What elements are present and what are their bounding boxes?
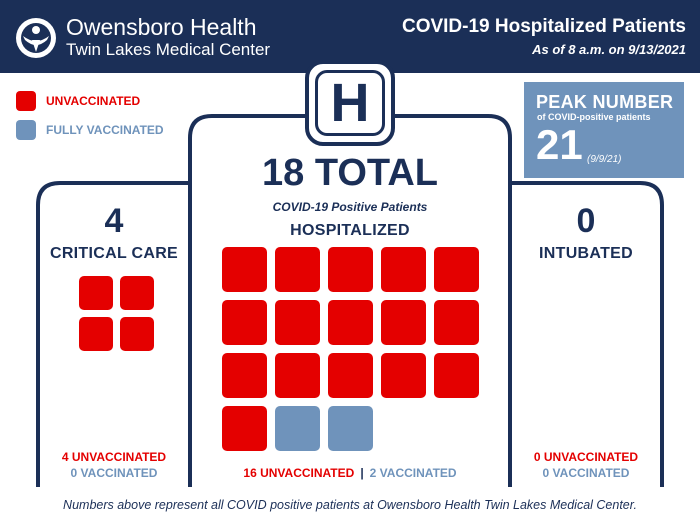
patient-square-unvaccinated: [222, 406, 267, 451]
patient-square-unvaccinated: [328, 247, 373, 292]
patient-square-unvaccinated: [120, 276, 154, 310]
owensboro-health-logo-icon: [16, 18, 56, 58]
hospital-badge: H: [305, 60, 395, 146]
patient-square-unvaccinated: [434, 247, 479, 292]
intubated-unvaccinated: 0 UNVACCINATED: [533, 450, 639, 464]
patient-square-unvaccinated: [275, 247, 320, 292]
patient-square-unvaccinated: [275, 300, 320, 345]
hospitalized-vaccinated: 2 VACCINATED: [369, 466, 457, 480]
peak-title: PEAK NUMBER: [536, 92, 674, 112]
critical-care-vaccinated: 0 VACCINATED: [70, 466, 158, 480]
hospitalized-stats: 16 UNVACCINATED | 2 VACCINATED: [190, 464, 510, 482]
stats-separator: |: [360, 466, 364, 480]
hospitalized-total: 18 TOTAL: [262, 152, 438, 194]
peak-date: (9/9/21): [587, 154, 622, 165]
patient-square-unvaccinated: [381, 300, 426, 345]
patient-square-vaccinated: [275, 406, 320, 451]
peak-value: 21: [536, 121, 583, 168]
patient-square-unvaccinated: [275, 353, 320, 398]
patient-square-unvaccinated: [328, 300, 373, 345]
intubated-label: INTUBATED: [539, 245, 633, 262]
patient-square-unvaccinated: [328, 353, 373, 398]
hospitalized-label: HOSPITALIZED: [290, 222, 410, 239]
brand-name: Owensboro Health: [66, 14, 257, 40]
brand-subtitle: Twin Lakes Medical Center: [66, 40, 271, 59]
legend-swatch-vaccinated: [16, 120, 36, 140]
header-bar: Owensboro Health Twin Lakes Medical Cent…: [0, 0, 700, 73]
intubated-vaccinated: 0 VACCINATED: [542, 466, 630, 480]
hospitalized-subtitle: COVID-19 Positive Patients: [272, 200, 428, 214]
hospital-h-icon: H: [315, 70, 385, 136]
patient-square-unvaccinated: [434, 353, 479, 398]
patient-square-unvaccinated: [222, 247, 267, 292]
patient-square-unvaccinated: [79, 276, 113, 310]
critical-care-unvaccinated: 4 UNVACCINATED: [61, 450, 167, 464]
patient-square-unvaccinated: [381, 247, 426, 292]
patient-square-unvaccinated: [79, 317, 113, 351]
intubated-number: 0: [576, 202, 596, 240]
legend-vaccinated: FULLY VACCINATED: [16, 120, 164, 140]
patient-square-unvaccinated: [120, 317, 154, 351]
patient-square-vaccinated: [328, 406, 373, 451]
patient-square-unvaccinated: [434, 300, 479, 345]
legend-label-vaccinated: FULLY VACCINATED: [46, 123, 164, 137]
critical-care-number: 4: [104, 202, 124, 240]
patient-square-unvaccinated: [222, 300, 267, 345]
peak-number-box: PEAK NUMBER of COVID-positive patients 2…: [524, 82, 684, 178]
legend-label-unvaccinated: UNVACCINATED: [46, 94, 141, 108]
hospitalized-unvaccinated: 16 UNVACCINATED: [243, 466, 355, 480]
page-title: COVID-19 Hospitalized Patients: [401, 16, 686, 37]
critical-care-label: CRITICAL CARE: [49, 245, 179, 262]
legend-swatch-unvaccinated: [16, 91, 36, 111]
legend-unvaccinated: UNVACCINATED: [16, 91, 140, 111]
patient-square-unvaccinated: [381, 353, 426, 398]
patient-square-unvaccinated: [222, 353, 267, 398]
as-of-timestamp: As of 8 a.m. on 9/13/2021: [532, 42, 686, 57]
peak-subtitle: of COVID-positive patients: [537, 112, 651, 122]
footer-note: Numbers above represent all COVID positi…: [63, 498, 637, 512]
